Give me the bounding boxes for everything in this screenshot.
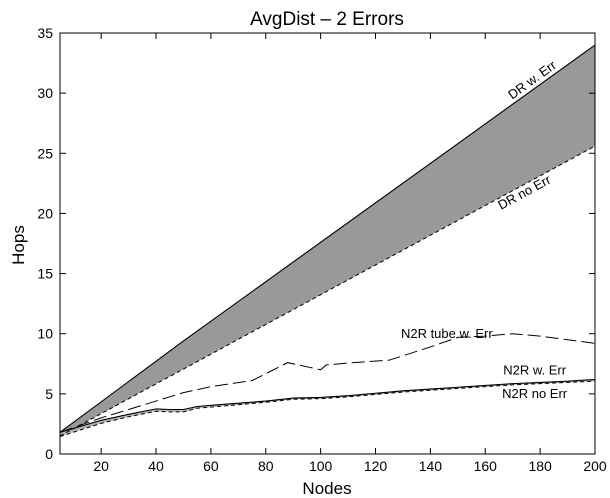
- x-tick-label-20: 20: [93, 458, 109, 474]
- x-axis: 20 40 60 80 100 120 140 160 180 200: [93, 33, 607, 474]
- x-tick-label-40: 40: [148, 458, 164, 474]
- series-line-n2r-w-err: [59, 378, 596, 433]
- series-lines: [59, 44, 596, 438]
- x-tick-label-160: 160: [474, 458, 498, 474]
- y-tick-label-15: 15: [37, 266, 53, 282]
- x-tick-label-200: 200: [583, 458, 607, 474]
- chart-title: AvgDist – 2 Errors: [250, 9, 404, 30]
- y-axis: 0 5 10 15 20 25 30 35: [37, 25, 595, 462]
- y-tick-label-20: 20: [37, 205, 53, 221]
- y-tick-label-30: 30: [37, 85, 53, 101]
- annotation-n2r-no-err: N2R no Err: [502, 386, 568, 401]
- x-tick-label-120: 120: [364, 458, 388, 474]
- x-tick-label-140: 140: [419, 458, 443, 474]
- y-tick-label-10: 10: [37, 326, 53, 342]
- series-line-dr-w-err: [59, 44, 596, 433]
- y-tick-label-35: 35: [37, 25, 53, 41]
- x-tick-label-180: 180: [528, 458, 552, 474]
- x-tick-label-80: 80: [258, 458, 274, 474]
- series-bands: [60, 45, 595, 437]
- x-tick-label-100: 100: [309, 458, 333, 474]
- series-line-n2r-no-err: [59, 380, 596, 438]
- dr-error-band: [60, 45, 595, 436]
- annotation-n2r-w-err: N2R w. Err: [503, 363, 567, 378]
- y-tick-label-5: 5: [45, 386, 53, 402]
- x-axis-label: Nodes: [302, 479, 351, 498]
- series-line-dr-no-err: [59, 145, 596, 437]
- y-axis-label: Hops: [9, 225, 28, 265]
- y-tick-label-0: 0: [45, 446, 53, 462]
- plot-frame: [59, 32, 596, 455]
- x-tick-label-60: 60: [203, 458, 219, 474]
- y-tick-label-25: 25: [37, 145, 53, 161]
- series-line-n2r-tube-w-err: [59, 333, 596, 433]
- annotation-n2r-tube-w-err: N2R tube w. Err: [401, 326, 493, 341]
